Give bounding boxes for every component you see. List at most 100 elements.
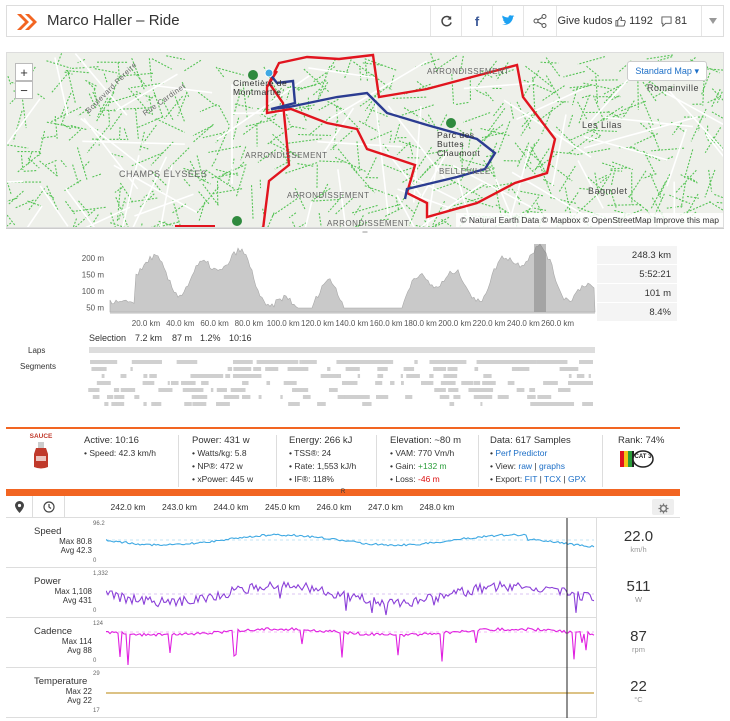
- segment-bar[interactable]: [466, 381, 474, 385]
- graphs-link[interactable]: graphs: [539, 461, 565, 471]
- give-kudos-button[interactable]: Give kudos: [557, 6, 613, 36]
- zoom-in-button[interactable]: +: [15, 63, 33, 81]
- segment-bar[interactable]: [120, 388, 136, 392]
- segment-bar[interactable]: [375, 381, 383, 385]
- segment-bar[interactable]: [582, 381, 593, 385]
- segment-bar[interactable]: [344, 395, 355, 399]
- segment-bar[interactable]: [576, 374, 585, 378]
- segment-bar[interactable]: [155, 402, 162, 406]
- segment-bar[interactable]: [449, 374, 458, 378]
- segment-bar[interactable]: [469, 388, 482, 392]
- segment-bar[interactable]: [357, 374, 361, 378]
- segment-bar[interactable]: [529, 388, 536, 392]
- segment-bar[interactable]: [190, 388, 204, 392]
- share-button[interactable]: [524, 6, 556, 36]
- map-attribution[interactable]: © Natural Earth Data © Mapbox © OpenStre…: [456, 213, 723, 227]
- twitter-share-button[interactable]: [493, 6, 523, 36]
- stream-panel-cadence[interactable]: Cadence Max 114 Avg 88 124 0 87 rpm: [6, 618, 680, 668]
- raw-link[interactable]: raw: [518, 461, 533, 471]
- segment-bar[interactable]: [341, 381, 358, 385]
- map-style-select[interactable]: Standard Map ▾: [627, 61, 707, 81]
- segment-bar[interactable]: [258, 395, 262, 399]
- segment-bar[interactable]: [142, 381, 155, 385]
- segment-bar[interactable]: [116, 402, 125, 406]
- segment-bar[interactable]: [182, 388, 192, 392]
- segment-bar[interactable]: [362, 360, 394, 364]
- segment-bar[interactable]: [302, 395, 311, 399]
- selection-window[interactable]: [534, 244, 546, 312]
- segment-bar[interactable]: [287, 367, 302, 371]
- segment-bar[interactable]: [171, 381, 175, 385]
- segment-bar[interactable]: [242, 395, 251, 399]
- segment-bar[interactable]: [561, 402, 575, 406]
- segment-bar[interactable]: [507, 381, 515, 385]
- segment-bar[interactable]: [377, 374, 382, 378]
- segment-bar[interactable]: [429, 374, 434, 378]
- segment-bar[interactable]: [253, 367, 262, 371]
- segment-bar[interactable]: [317, 402, 326, 406]
- segment-bar[interactable]: [130, 367, 133, 371]
- segment-bar[interactable]: [134, 360, 162, 364]
- segment-bar[interactable]: [143, 374, 148, 378]
- segment-bar[interactable]: [568, 381, 575, 385]
- segment-bar[interactable]: [440, 381, 456, 385]
- segment-bar[interactable]: [542, 402, 554, 406]
- segment-bar[interactable]: [543, 381, 558, 385]
- segment-bar[interactable]: [205, 374, 215, 378]
- segment-bar[interactable]: [151, 402, 158, 406]
- segment-bar[interactable]: [258, 360, 272, 364]
- segment-bar[interactable]: [292, 388, 299, 392]
- segment-bar[interactable]: [158, 388, 173, 392]
- segment-bar[interactable]: [414, 360, 418, 364]
- segment-bar[interactable]: [443, 374, 451, 378]
- segment-bar[interactable]: [483, 374, 492, 378]
- segment-bar[interactable]: [201, 381, 209, 385]
- segment-bar[interactable]: [479, 388, 494, 392]
- segment-bar[interactable]: [473, 395, 487, 399]
- segment-bar[interactable]: [324, 374, 338, 378]
- segment-bar[interactable]: [113, 388, 120, 392]
- segment-bar[interactable]: [549, 402, 561, 406]
- segment-bar[interactable]: [453, 395, 461, 399]
- segment-bar[interactable]: [256, 360, 262, 364]
- detail-drag-bar[interactable]: R: [6, 489, 680, 496]
- segment-bar[interactable]: [461, 381, 470, 385]
- segment-bar[interactable]: [480, 360, 490, 364]
- segment-bar[interactable]: [236, 374, 250, 378]
- segment-bar[interactable]: [473, 381, 481, 385]
- segment-bar[interactable]: [88, 388, 100, 392]
- segment-bar[interactable]: [216, 402, 230, 406]
- segment-bar[interactable]: [283, 381, 289, 385]
- segment-bar[interactable]: [242, 381, 249, 385]
- segment-bar[interactable]: [339, 360, 355, 364]
- segment-bar[interactable]: [390, 381, 395, 385]
- segment-bar[interactable]: [299, 360, 302, 364]
- segment-bar[interactable]: [482, 381, 496, 385]
- segment-bar[interactable]: [429, 360, 447, 364]
- segment-bar[interactable]: [437, 367, 447, 371]
- more-options-button[interactable]: [702, 6, 724, 36]
- stream-panel-speed[interactable]: Speed Max 80.8 Avg 42.3 96.2 0 22.0 km/h: [6, 518, 680, 568]
- segment-bar[interactable]: [511, 367, 519, 371]
- export-tcx-link[interactable]: TCX: [544, 474, 562, 484]
- segment-bar[interactable]: [120, 374, 127, 378]
- comments-count[interactable]: 81: [657, 6, 691, 36]
- segment-bar[interactable]: [106, 395, 114, 399]
- segment-bar[interactable]: [380, 374, 384, 378]
- segment-bar[interactable]: [210, 388, 214, 392]
- segment-bar[interactable]: [534, 402, 537, 406]
- segment-bar[interactable]: [223, 395, 240, 399]
- segment-bar[interactable]: [433, 367, 440, 371]
- segment-bar[interactable]: [335, 374, 342, 378]
- segment-bar[interactable]: [345, 367, 360, 371]
- stream-panel-temperature[interactable]: Temperature Max 22 Avg 22 29 17 22 °C: [6, 668, 680, 718]
- segment-bar[interactable]: [405, 395, 413, 399]
- settings-button[interactable]: [652, 499, 674, 515]
- segment-bar[interactable]: [101, 374, 105, 378]
- segment-bar[interactable]: [96, 381, 111, 385]
- segment-bar[interactable]: [447, 367, 458, 371]
- segment-bar[interactable]: [516, 388, 525, 392]
- segment-bar[interactable]: [474, 367, 479, 371]
- segment-bar[interactable]: [421, 381, 434, 385]
- segment-bar[interactable]: [536, 360, 559, 364]
